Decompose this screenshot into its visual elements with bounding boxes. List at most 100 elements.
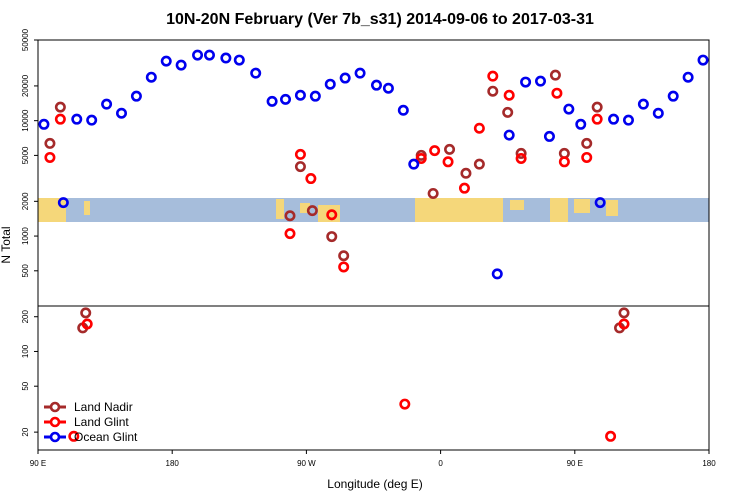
data-point bbox=[460, 167, 472, 179]
y-tick-label: 50000 bbox=[21, 28, 30, 51]
data-point bbox=[145, 71, 157, 83]
data-point bbox=[71, 113, 83, 125]
data-point bbox=[429, 145, 441, 157]
data-point bbox=[44, 137, 56, 149]
data-point bbox=[326, 209, 338, 221]
y-tick-label: 10000 bbox=[21, 109, 30, 132]
data-point bbox=[491, 268, 503, 280]
data-point bbox=[220, 52, 232, 64]
data-point bbox=[80, 307, 92, 319]
data-point bbox=[503, 129, 515, 141]
y-tick-label: 100 bbox=[21, 344, 30, 358]
data-point bbox=[233, 54, 245, 66]
data-point bbox=[667, 90, 679, 102]
y-axis-label: N Total bbox=[0, 226, 13, 263]
data-point bbox=[294, 161, 306, 173]
chart-title: 10N-20N February (Ver 7b_s31) 2014-09-06… bbox=[166, 11, 594, 28]
y-tick-label: 1000 bbox=[21, 227, 30, 245]
data-point bbox=[399, 398, 411, 410]
data-point bbox=[160, 55, 172, 67]
data-point bbox=[503, 89, 515, 101]
y-tick-label: 50 bbox=[21, 381, 30, 390]
data-point bbox=[309, 90, 321, 102]
data-point bbox=[57, 197, 69, 209]
data-point bbox=[266, 95, 278, 107]
data-point bbox=[101, 98, 113, 110]
data-point bbox=[652, 107, 664, 119]
data-point bbox=[563, 103, 575, 115]
plot-frame bbox=[37, 39, 710, 451]
x-tick-label: 180 bbox=[702, 459, 716, 468]
data-point bbox=[54, 101, 66, 113]
data-point bbox=[575, 118, 587, 130]
data-point bbox=[637, 98, 649, 110]
y-tick-label: 5000 bbox=[21, 146, 30, 164]
legend-marker bbox=[49, 431, 61, 443]
data-point bbox=[250, 67, 262, 79]
data-point bbox=[326, 231, 338, 243]
data-point bbox=[305, 173, 317, 185]
data-point bbox=[473, 122, 485, 134]
data-point bbox=[280, 93, 292, 105]
data-point bbox=[682, 71, 694, 83]
data-point bbox=[520, 76, 532, 88]
data-point bbox=[370, 79, 382, 91]
data-point bbox=[594, 197, 606, 209]
data-point bbox=[502, 106, 514, 118]
data-point bbox=[338, 250, 350, 262]
data-point bbox=[487, 85, 499, 97]
data-point bbox=[581, 137, 593, 149]
data-point bbox=[558, 156, 570, 168]
data-point bbox=[549, 69, 561, 81]
data-point bbox=[543, 130, 555, 142]
data-point bbox=[473, 158, 485, 170]
y-tick-label: 20000 bbox=[21, 74, 30, 97]
data-point bbox=[591, 101, 603, 113]
y-tick-label: 200 bbox=[21, 310, 30, 324]
data-point bbox=[38, 118, 50, 130]
x-tick-label: 90 E bbox=[30, 459, 46, 468]
data-point bbox=[618, 318, 630, 330]
data-point bbox=[44, 151, 56, 163]
data-point bbox=[515, 147, 527, 159]
data-point bbox=[605, 430, 617, 442]
y-tick-label: 2000 bbox=[21, 192, 30, 210]
x-tick-label: 90 E bbox=[567, 459, 583, 468]
legend-label: Ocean Glint bbox=[74, 430, 138, 444]
y-tick-label: 500 bbox=[21, 264, 30, 278]
data-point bbox=[81, 318, 93, 330]
data-point bbox=[442, 156, 454, 168]
data-point bbox=[444, 143, 456, 155]
data-point bbox=[622, 114, 634, 126]
data-point bbox=[427, 187, 439, 199]
x-axis-label: Longitude (deg E) bbox=[327, 477, 422, 491]
data-point bbox=[284, 228, 296, 240]
data-point bbox=[306, 205, 318, 217]
data-point bbox=[697, 54, 709, 66]
data-point bbox=[515, 153, 527, 165]
data-point bbox=[116, 107, 128, 119]
x-tick-label: 0 bbox=[438, 459, 443, 468]
y-tick-label: 20 bbox=[21, 427, 30, 436]
x-tick-label: 90 W bbox=[297, 459, 316, 468]
data-point bbox=[338, 261, 350, 273]
data-point bbox=[284, 210, 296, 222]
data-point bbox=[535, 75, 547, 87]
data-point bbox=[581, 151, 593, 163]
legend-label: Land Glint bbox=[74, 415, 129, 429]
data-point bbox=[294, 148, 306, 160]
data-point bbox=[54, 113, 66, 125]
data-point bbox=[618, 307, 630, 319]
map-strip bbox=[38, 198, 709, 222]
data-point bbox=[68, 430, 80, 442]
data-point bbox=[294, 89, 306, 101]
data-point bbox=[354, 67, 366, 79]
x-tick-label: 180 bbox=[166, 459, 180, 468]
data-point bbox=[382, 82, 394, 94]
data-point bbox=[324, 78, 336, 90]
legend-label: Land Nadir bbox=[74, 400, 133, 414]
data-point bbox=[175, 59, 187, 71]
data-point bbox=[415, 153, 427, 165]
data-point bbox=[339, 72, 351, 84]
